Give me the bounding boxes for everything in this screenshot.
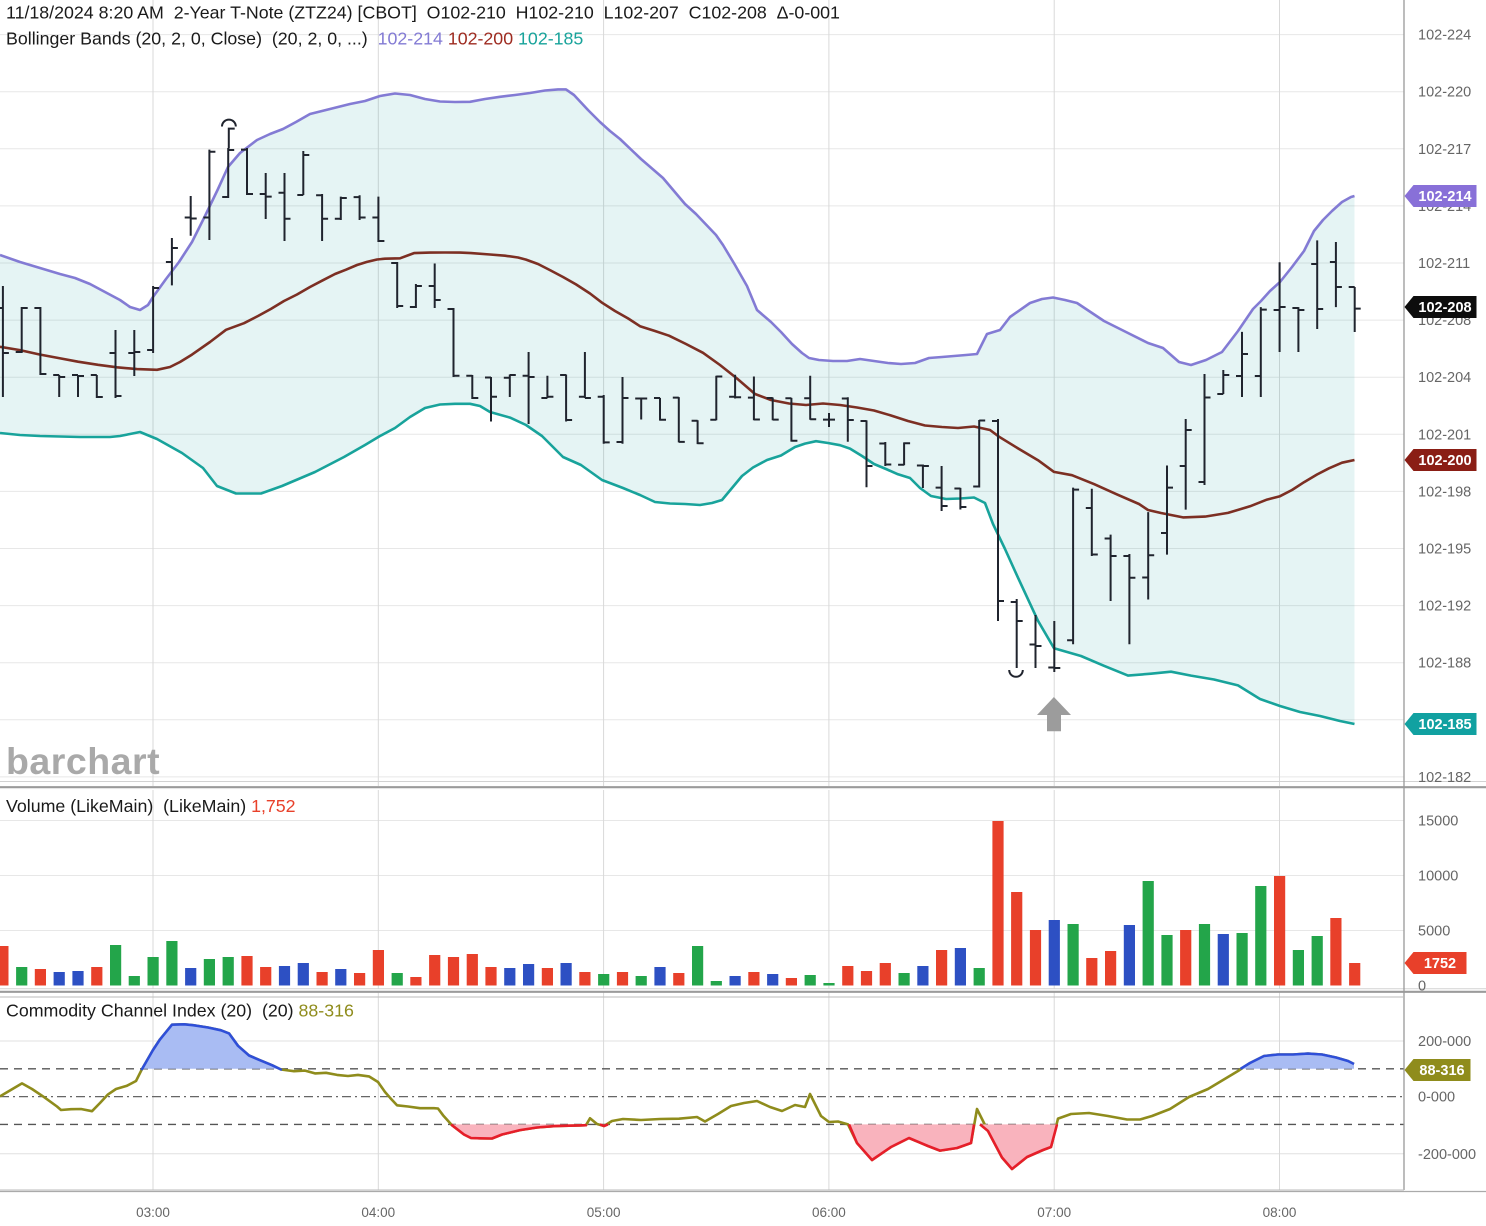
svg-text:102-217: 102-217 (1418, 142, 1471, 158)
svg-text:15000: 15000 (1418, 814, 1458, 830)
svg-text:102-188: 102-188 (1418, 656, 1471, 672)
svg-text:10000: 10000 (1418, 869, 1458, 885)
svg-text:102-220: 102-220 (1418, 85, 1471, 101)
svg-text:-200-000: -200-000 (1418, 1147, 1476, 1163)
svg-text:barchart: barchart (6, 740, 160, 782)
svg-text:102-198: 102-198 (1418, 484, 1471, 500)
svg-text:Volume (LikeMain) (LikeMain): Volume (LikeMain) (LikeMain) 1,752 (6, 796, 296, 816)
svg-text:11/18/2024 8:20 AM 2-Year T-N: 11/18/2024 8:20 AM 2-Year T-Note (ZTZ24)… (6, 3, 840, 23)
svg-text:102-208: 102-208 (1418, 300, 1471, 316)
svg-text:08:00: 08:00 (1263, 1205, 1297, 1220)
svg-text:102-200: 102-200 (1418, 453, 1471, 469)
svg-text:102-185: 102-185 (1418, 717, 1471, 733)
svg-text:102-224: 102-224 (1418, 28, 1471, 44)
svg-text:102-214: 102-214 (1418, 189, 1471, 205)
svg-text:05:00: 05:00 (587, 1205, 621, 1220)
svg-text:102-204: 102-204 (1418, 370, 1471, 386)
svg-text:07:00: 07:00 (1037, 1205, 1071, 1220)
svg-text:102-211: 102-211 (1418, 256, 1470, 272)
svg-text:102-182: 102-182 (1418, 770, 1471, 786)
svg-text:03:00: 03:00 (136, 1205, 170, 1220)
svg-text:Bollinger Bands (20, 2, 0, Clo: Bollinger Bands (20, 2, 0, Close) (20, 2… (6, 29, 583, 49)
svg-text:102-195: 102-195 (1418, 542, 1471, 558)
svg-text:88-316: 88-316 (1419, 1063, 1464, 1079)
svg-text:04:00: 04:00 (361, 1205, 395, 1220)
svg-text:200-000: 200-000 (1418, 1034, 1471, 1050)
svg-text:06:00: 06:00 (812, 1205, 846, 1220)
svg-text:1752: 1752 (1424, 956, 1456, 972)
svg-text:102-201: 102-201 (1418, 427, 1471, 443)
svg-text:0-000: 0-000 (1418, 1090, 1455, 1106)
svg-text:Commodity Channel Index (20): Commodity Channel Index (20) (20) 88-316 (6, 1001, 354, 1021)
svg-text:0: 0 (1418, 979, 1426, 995)
svg-text:102-192: 102-192 (1418, 599, 1471, 615)
svg-text:5000: 5000 (1418, 924, 1450, 940)
